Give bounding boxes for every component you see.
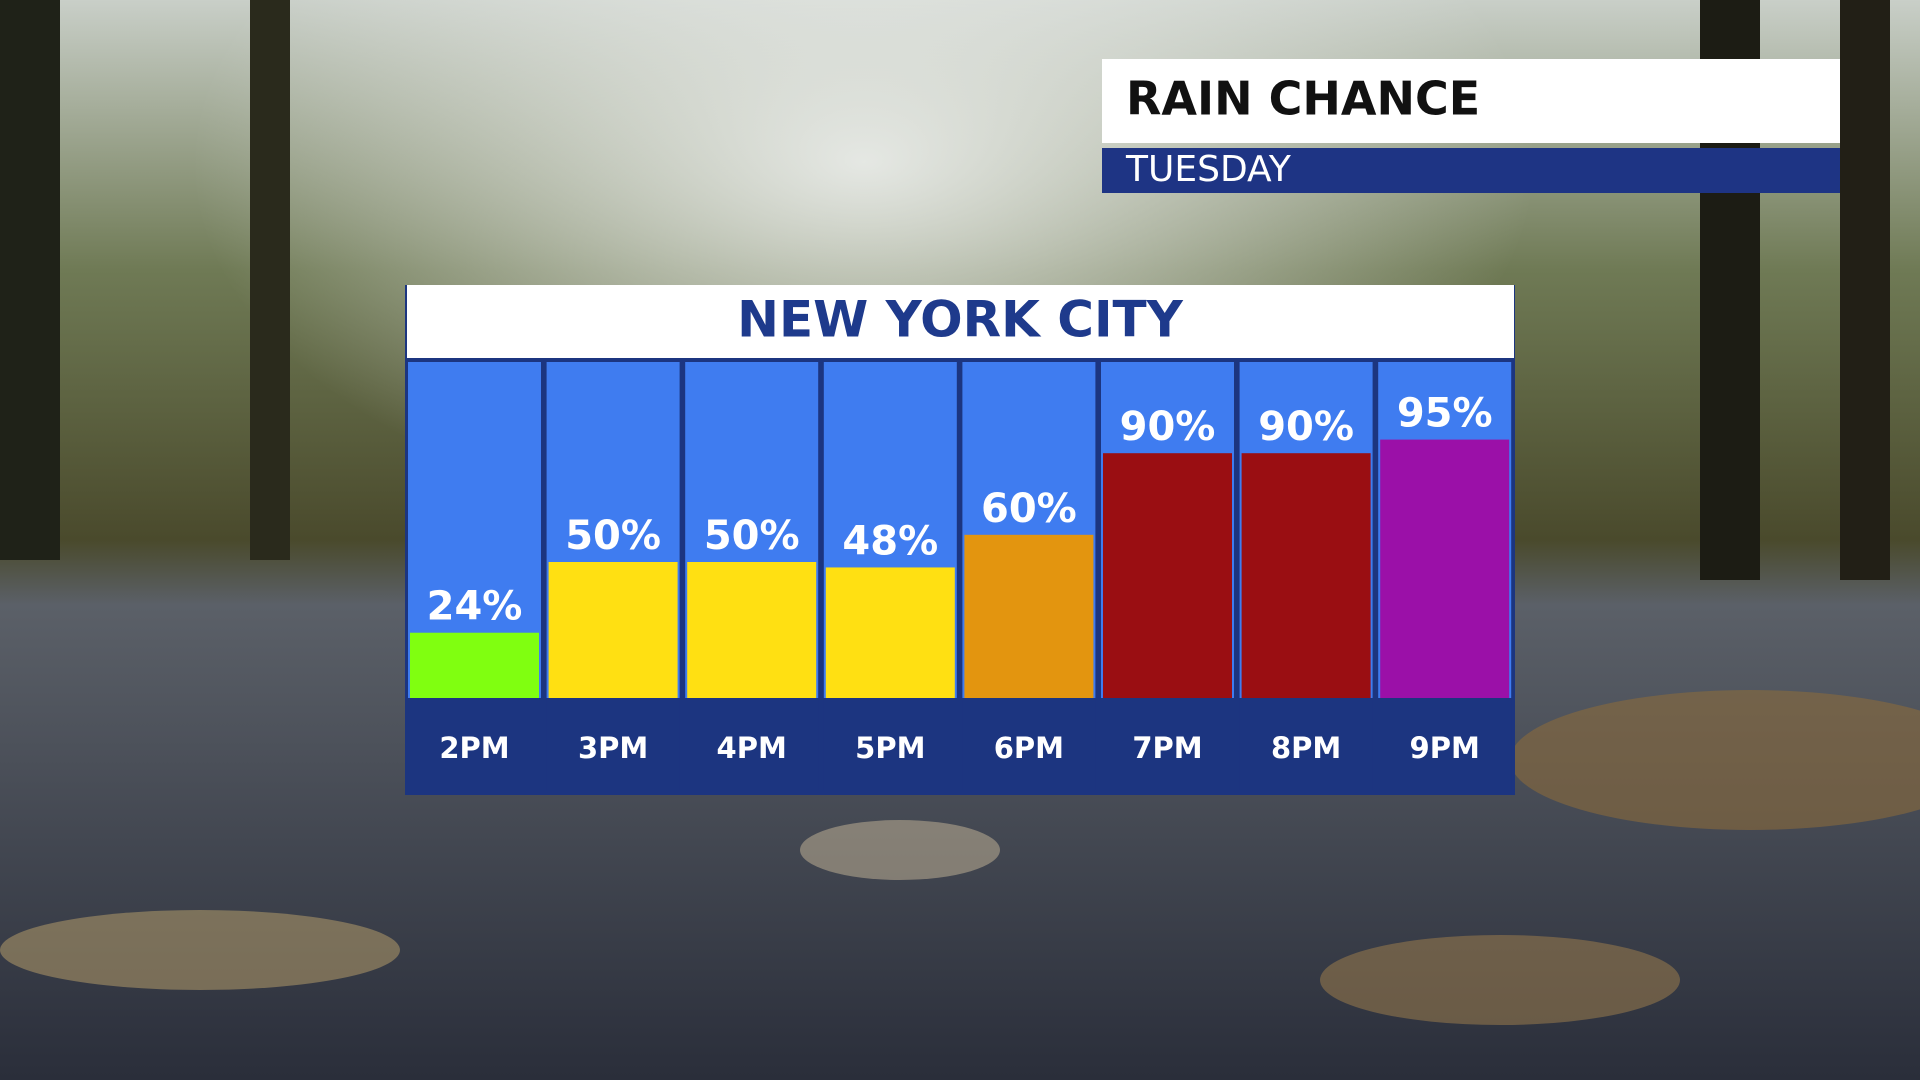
subtitle-bar [1102,148,1840,193]
column-footer [1239,698,1373,790]
category-label: 4PM [717,731,787,765]
subtitle: TUESDAY [1125,149,1292,190]
value-label: 90% [1120,404,1216,450]
value-label: 24% [427,584,523,630]
category-label: 6PM [994,731,1064,765]
column-footer [962,698,1096,790]
bar [687,562,817,698]
value-label: 60% [981,486,1077,532]
title-box [1102,59,1840,143]
bar [1380,439,1510,698]
bar [548,562,678,698]
category-label: 7PM [1132,731,1202,765]
chart-heading: NEW YORK CITY [737,291,1184,349]
category-label: 5PM [855,731,925,765]
column-footer [546,698,680,790]
bar [825,567,955,698]
column-footer [1378,698,1512,790]
column-footer [1101,698,1234,790]
bar [1241,453,1371,698]
bar [410,632,539,698]
value-label: 90% [1258,404,1354,450]
column-footer [685,698,819,790]
bar [964,534,1094,698]
column-footer [408,698,541,790]
value-label: 95% [1397,391,1493,437]
category-label: 3PM [578,731,648,765]
title: RAIN CHANCE [1126,72,1480,126]
value-label: 48% [842,518,938,564]
column-footer [823,698,957,790]
value-label: 50% [565,513,661,559]
chart-header [407,285,1514,358]
value-label: 50% [704,513,800,559]
bar [1103,453,1232,698]
category-label: 9PM [1410,731,1480,765]
category-label: 8PM [1271,731,1341,765]
category-label: 2PM [439,731,509,765]
